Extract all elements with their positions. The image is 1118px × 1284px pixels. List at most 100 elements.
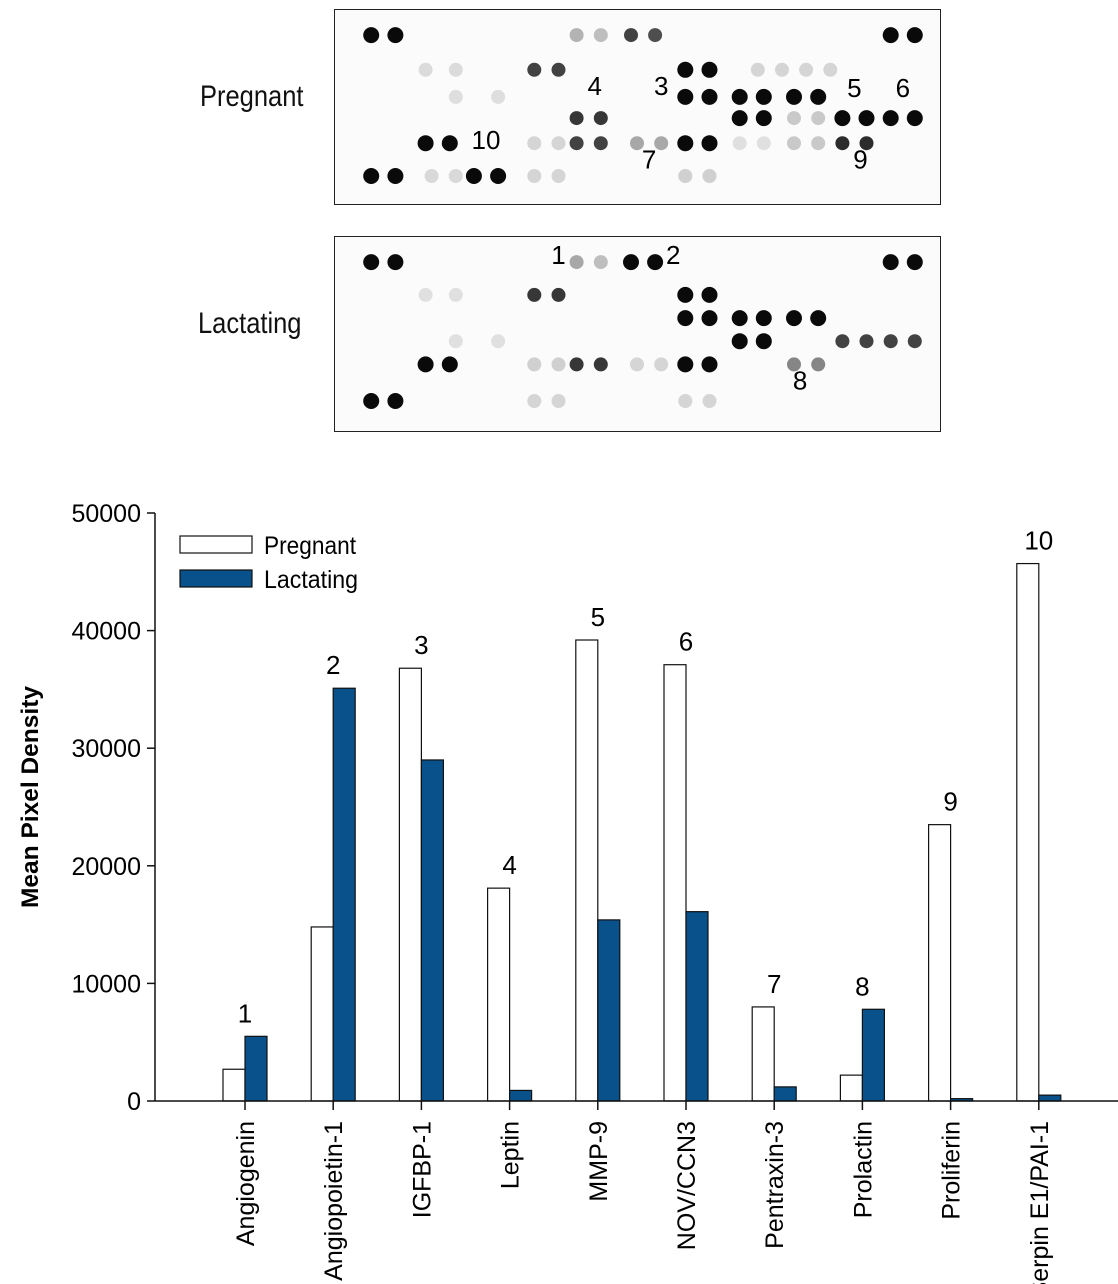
- blot-spot: [552, 288, 566, 302]
- blot-spot: [387, 254, 403, 270]
- bar-pregnant-6: [752, 1007, 774, 1101]
- blot-spot: [907, 27, 923, 43]
- blot-spot: [884, 334, 898, 348]
- blot-spot: [527, 136, 541, 150]
- legend-swatch-pregnant: [180, 536, 252, 553]
- bar-pregnant-2: [399, 668, 421, 1101]
- bar-lactating-4: [598, 920, 620, 1101]
- bar-annotation: 5: [591, 602, 605, 632]
- blot-spot: [552, 63, 566, 77]
- bar-annotation: 6: [679, 627, 693, 657]
- blot-spot: [677, 135, 693, 151]
- blot-spot: [775, 63, 789, 77]
- blot-spot-number: 4: [587, 71, 601, 101]
- blot-spot: [491, 90, 505, 104]
- blot-spot: [703, 169, 717, 183]
- blot-spot: [702, 310, 718, 326]
- blot-spot: [363, 393, 379, 409]
- y-tick-label: 30000: [71, 735, 141, 763]
- blot-spot: [527, 169, 541, 183]
- blot-spot: [834, 110, 850, 126]
- blot-spot: [570, 255, 584, 269]
- blot-spot: [387, 168, 403, 184]
- blot-spot: [363, 254, 379, 270]
- blot-spot: [756, 89, 772, 105]
- blot-spot: [756, 333, 772, 349]
- x-tick-label: NOV/CCN3: [673, 1121, 701, 1250]
- bar-annotation: 2: [326, 650, 340, 680]
- bar-pregnant-1: [311, 927, 333, 1101]
- blot-spot-number: 5: [847, 73, 861, 103]
- blot-spot: [552, 394, 566, 408]
- blot-label-lactating: Lactating: [198, 307, 302, 341]
- blot-spot: [835, 334, 849, 348]
- blot-spot: [732, 333, 748, 349]
- blot-spot: [648, 28, 662, 42]
- bar-annotation: 1: [238, 998, 252, 1028]
- blot-spot: [733, 136, 747, 150]
- blot-spot: [702, 135, 718, 151]
- blot-spot: [630, 357, 644, 371]
- blot-spot: [907, 110, 923, 126]
- bar-lactating-0: [245, 1036, 267, 1101]
- bar-annotation: 10: [1024, 526, 1053, 556]
- blot-image-lactating: 1 2 8: [335, 237, 939, 430]
- bar-annotation: 3: [414, 630, 428, 660]
- y-axis: 0 10000 20000 30000 40000 50000: [71, 500, 155, 1116]
- blot-spot: [363, 27, 379, 43]
- blot-label-pregnant: Pregnant: [200, 80, 304, 114]
- blot-spot: [594, 28, 608, 42]
- blot-spot: [387, 27, 403, 43]
- bar-lactating-2: [421, 760, 443, 1101]
- y-tick-label: 10000: [71, 970, 141, 998]
- blot-spot: [732, 310, 748, 326]
- blot-spot: [702, 89, 718, 105]
- blot-spot: [449, 90, 463, 104]
- blot-spot: [677, 287, 693, 303]
- blot-panel-pregnant: 4 3 5 6 10 7 9: [334, 9, 941, 205]
- blot-spot: [594, 111, 608, 125]
- blot-spot-number: 3: [654, 71, 668, 101]
- blot-image-pregnant: 4 3 5 6 10 7 9: [335, 10, 939, 203]
- blot-spot: [570, 136, 584, 150]
- x-tick-label: MMP-9: [585, 1121, 613, 1202]
- blot-spot: [677, 356, 693, 372]
- bar-lactating-1: [333, 688, 355, 1101]
- blot-spot: [654, 357, 668, 371]
- blot-spot: [859, 110, 875, 126]
- blot-spot: [552, 136, 566, 150]
- bars: [223, 564, 1061, 1101]
- blot-spot: [883, 27, 899, 43]
- bar-annotation: 7: [767, 969, 781, 999]
- blot-spot: [677, 310, 693, 326]
- blot-spot: [527, 288, 541, 302]
- blot-spot: [552, 169, 566, 183]
- blot-spot: [702, 356, 718, 372]
- y-tick-label: 50000: [71, 500, 141, 528]
- y-axis-label: Mean Pixel Density: [17, 685, 44, 908]
- bar-pregnant-3: [488, 888, 510, 1101]
- x-axis: Angiogenin Angiopoietin-1 IGFBP-1 Leptin MMP…: [155, 1101, 1118, 1284]
- blot-spot: [786, 89, 802, 105]
- blot-spot-number: 10: [472, 125, 501, 155]
- blot-spot: [425, 169, 439, 183]
- blot-spot: [490, 168, 506, 184]
- legend-label-lactating: Lactating: [264, 566, 358, 594]
- blot-spot: [810, 310, 826, 326]
- blot-spot: [678, 169, 692, 183]
- blot-spot-number: 6: [896, 73, 910, 103]
- x-tick-label: Serpin E1/PAI-1: [1026, 1121, 1054, 1284]
- blot-spot-number: 2: [666, 240, 680, 270]
- blot-spot: [419, 288, 433, 302]
- blot-spot: [677, 62, 693, 78]
- y-tick-label: 0: [127, 1088, 141, 1116]
- bar-pregnant-8: [929, 825, 951, 1101]
- blot-spot: [702, 287, 718, 303]
- bar-lactating-9: [1039, 1095, 1061, 1101]
- blot-spot: [594, 255, 608, 269]
- blot-spot: [883, 254, 899, 270]
- blot-spot: [418, 356, 434, 372]
- blot-spot: [363, 168, 379, 184]
- blot-spot: [623, 254, 639, 270]
- legend: Pregnant Lactating: [180, 532, 358, 594]
